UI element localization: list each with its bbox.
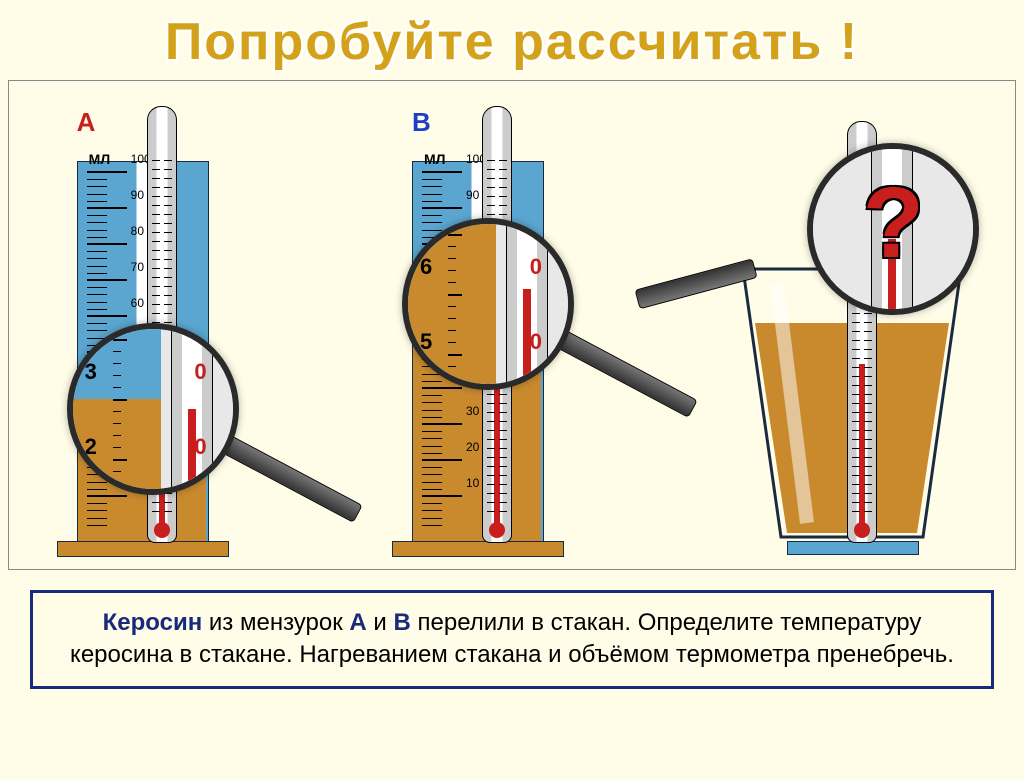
mag-a-top-num: 3 <box>85 359 97 385</box>
mag-b-bot-num: 5 <box>420 329 432 355</box>
panel-b: В МЛ 102030405060708090100 6 <box>362 103 662 563</box>
caption-b: В <box>394 609 411 636</box>
caption-box: Керосин из мензурок А и В перелили в ста… <box>30 590 994 689</box>
magnifier-a: 3 2 0 0 <box>67 323 239 495</box>
magnifier-b: 6 5 0 0 <box>402 218 574 390</box>
mag-a-bot-num: 2 <box>85 434 97 460</box>
panel-c: ? <box>697 103 997 563</box>
panel-a-label: А <box>77 107 96 138</box>
caption-p1: из мензурок <box>202 609 349 636</box>
mag-a-zero-top: 0 <box>194 359 206 385</box>
caption-a: А <box>349 609 366 636</box>
mag-b-zero-bot: 0 <box>530 329 542 355</box>
page-title: Попробуйте рассчитать ! <box>0 12 1024 72</box>
caption-and: и <box>367 609 394 636</box>
cylinder-ml-a: МЛ <box>89 151 111 167</box>
magnifier-c: ? <box>807 143 979 315</box>
question-mark-icon: ? <box>863 166 924 281</box>
mag-a-zero-bot: 0 <box>194 434 206 460</box>
caption-leading: Керосин <box>103 609 203 636</box>
panel-a: А МЛ 102030405060708090100 3 <box>27 103 327 563</box>
panel-b-label: В <box>412 107 431 138</box>
figure-row: А МЛ 102030405060708090100 3 <box>8 80 1016 570</box>
cylinder-ml-b: МЛ <box>424 151 446 167</box>
mag-b-top-num: 6 <box>420 254 432 280</box>
mag-b-zero-top: 0 <box>530 254 542 280</box>
